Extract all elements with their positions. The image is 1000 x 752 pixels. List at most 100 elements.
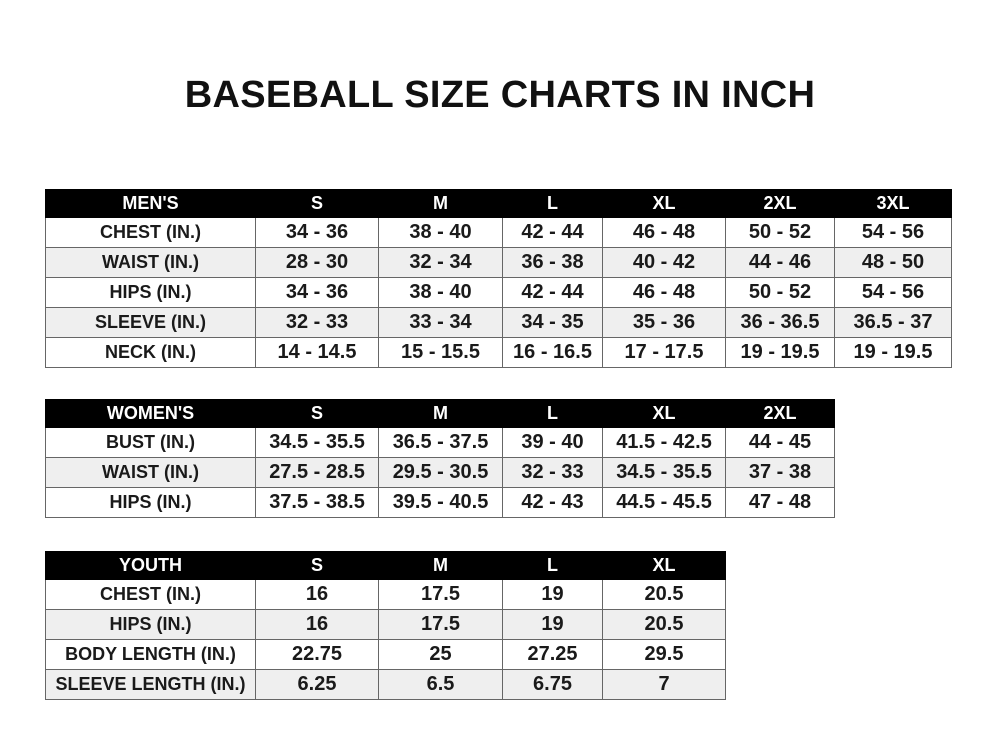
size-value-cell: 20.5 — [602, 609, 726, 640]
size-value-cell: 25 — [378, 639, 503, 670]
size-value-cell: 54 - 56 — [834, 277, 952, 308]
measurement-label: CHEST (IN.) — [45, 579, 256, 610]
size-value-cell: 15 - 15.5 — [378, 337, 503, 368]
size-header-cell: M — [378, 551, 503, 580]
size-value-cell: 34.5 - 35.5 — [255, 427, 379, 458]
table-row: BUST (IN.) 34.5 - 35.5 36.5 - 37.5 39 - 40 4… — [45, 427, 835, 458]
table-row: SLEEVE (IN.) 32 - 33 33 - 34 34 - 35 35 - 36… — [45, 307, 952, 338]
size-header-cell: 2XL — [725, 399, 835, 428]
table-row: SLEEVE LENGTH (IN.) 6.25 6.5 6.75 7 — [45, 669, 726, 700]
header-row: MEN'S S M L XL 2XL 3XL — [45, 189, 952, 218]
size-header-cell: XL — [602, 399, 726, 428]
youth-size-table: YOUTH S M L XL CHEST (IN.) 16 17.5 19 20.5 HIPS (I… — [45, 551, 726, 700]
size-header-cell: L — [502, 399, 603, 428]
size-value-cell: 35 - 36 — [602, 307, 726, 338]
measurement-label: HIPS (IN.) — [45, 609, 256, 640]
size-value-cell: 39.5 - 40.5 — [378, 487, 503, 518]
table-row: CHEST (IN.) 16 17.5 19 20.5 — [45, 579, 726, 610]
size-header-cell: M — [378, 189, 503, 218]
mens-size-table: MEN'S S M L XL 2XL 3XL CHEST (IN.) 34 - 36 38 - 4… — [45, 189, 952, 368]
size-value-cell: 40 - 42 — [602, 247, 726, 278]
size-value-cell: 17.5 — [378, 579, 503, 610]
size-header-cell: S — [255, 551, 379, 580]
size-value-cell: 20.5 — [602, 579, 726, 610]
measurement-label: CHEST (IN.) — [45, 217, 256, 248]
size-value-cell: 36 - 36.5 — [725, 307, 835, 338]
size-value-cell: 29.5 — [602, 639, 726, 670]
size-header-cell: S — [255, 399, 379, 428]
measurement-label: BODY LENGTH (IN.) — [45, 639, 256, 670]
table-row: NECK (IN.) 14 - 14.5 15 - 15.5 16 - 16.5 17 … — [45, 337, 952, 368]
size-header-cell: S — [255, 189, 379, 218]
size-value-cell: 38 - 40 — [378, 217, 503, 248]
measurement-label: WAIST (IN.) — [45, 247, 256, 278]
size-value-cell: 27.25 — [502, 639, 603, 670]
measurement-label: BUST (IN.) — [45, 427, 256, 458]
measurement-label: HIPS (IN.) — [45, 277, 256, 308]
table-row: WAIST (IN.) 28 - 30 32 - 34 36 - 38 40 - 42 4… — [45, 247, 952, 278]
size-value-cell: 17 - 17.5 — [602, 337, 726, 368]
size-header-cell: 2XL — [725, 189, 835, 218]
measurement-label: WAIST (IN.) — [45, 457, 256, 488]
size-value-cell: 44 - 45 — [725, 427, 835, 458]
table-title-cell: YOUTH — [45, 551, 256, 580]
size-value-cell: 27.5 - 28.5 — [255, 457, 379, 488]
size-value-cell: 6.25 — [255, 669, 379, 700]
table-row: CHEST (IN.) 34 - 36 38 - 40 42 - 44 46 - 48 5… — [45, 217, 952, 248]
measurement-label: SLEEVE LENGTH (IN.) — [45, 669, 256, 700]
table-title-cell: WOMEN'S — [45, 399, 256, 428]
size-value-cell: 19 - 19.5 — [725, 337, 835, 368]
size-value-cell: 17.5 — [378, 609, 503, 640]
size-value-cell: 19 — [502, 579, 603, 610]
size-value-cell: 19 — [502, 609, 603, 640]
size-value-cell: 44 - 46 — [725, 247, 835, 278]
size-value-cell: 16 — [255, 579, 379, 610]
size-value-cell: 22.75 — [255, 639, 379, 670]
size-header-cell: L — [502, 189, 603, 218]
size-value-cell: 7 — [602, 669, 726, 700]
size-value-cell: 32 - 33 — [502, 457, 603, 488]
size-value-cell: 32 - 33 — [255, 307, 379, 338]
size-value-cell: 36.5 - 37 — [834, 307, 952, 338]
size-value-cell: 36.5 - 37.5 — [378, 427, 503, 458]
size-value-cell: 42 - 44 — [502, 217, 603, 248]
size-value-cell: 33 - 34 — [378, 307, 503, 338]
size-value-cell: 44.5 - 45.5 — [602, 487, 726, 518]
womens-size-table: WOMEN'S S M L XL 2XL BUST (IN.) 34.5 - 35.5 36.5… — [45, 399, 835, 518]
size-value-cell: 39 - 40 — [502, 427, 603, 458]
table-row: HIPS (IN.) 16 17.5 19 20.5 — [45, 609, 726, 640]
size-value-cell: 34 - 35 — [502, 307, 603, 338]
size-value-cell: 34.5 - 35.5 — [602, 457, 726, 488]
size-header-cell: L — [502, 551, 603, 580]
size-value-cell: 48 - 50 — [834, 247, 952, 278]
size-value-cell: 46 - 48 — [602, 217, 726, 248]
size-value-cell: 6.75 — [502, 669, 603, 700]
size-value-cell: 46 - 48 — [602, 277, 726, 308]
measurement-label: HIPS (IN.) — [45, 487, 256, 518]
size-value-cell: 32 - 34 — [378, 247, 503, 278]
table-row: WAIST (IN.) 27.5 - 28.5 29.5 - 30.5 32 - 33… — [45, 457, 835, 488]
size-value-cell: 37 - 38 — [725, 457, 835, 488]
size-value-cell: 37.5 - 38.5 — [255, 487, 379, 518]
size-header-cell: M — [378, 399, 503, 428]
measurement-label: SLEEVE (IN.) — [45, 307, 256, 338]
size-value-cell: 28 - 30 — [255, 247, 379, 278]
size-value-cell: 36 - 38 — [502, 247, 603, 278]
size-value-cell: 34 - 36 — [255, 217, 379, 248]
size-header-cell: XL — [602, 551, 726, 580]
size-value-cell: 47 - 48 — [725, 487, 835, 518]
size-value-cell: 41.5 - 42.5 — [602, 427, 726, 458]
size-value-cell: 14 - 14.5 — [255, 337, 379, 368]
size-header-cell: 3XL — [834, 189, 952, 218]
size-value-cell: 38 - 40 — [378, 277, 503, 308]
header-row: WOMEN'S S M L XL 2XL — [45, 399, 835, 428]
size-value-cell: 50 - 52 — [725, 217, 835, 248]
size-value-cell: 16 — [255, 609, 379, 640]
table-row: HIPS (IN.) 37.5 - 38.5 39.5 - 40.5 42 - 43 4… — [45, 487, 835, 518]
table-title-cell: MEN'S — [45, 189, 256, 218]
measurement-label: NECK (IN.) — [45, 337, 256, 368]
size-value-cell: 29.5 - 30.5 — [378, 457, 503, 488]
page-title: BASEBALL SIZE CHARTS IN INCH — [184, 74, 816, 116]
size-value-cell: 19 - 19.5 — [834, 337, 952, 368]
table-row: BODY LENGTH (IN.) 22.75 25 27.25 29.5 — [45, 639, 726, 670]
